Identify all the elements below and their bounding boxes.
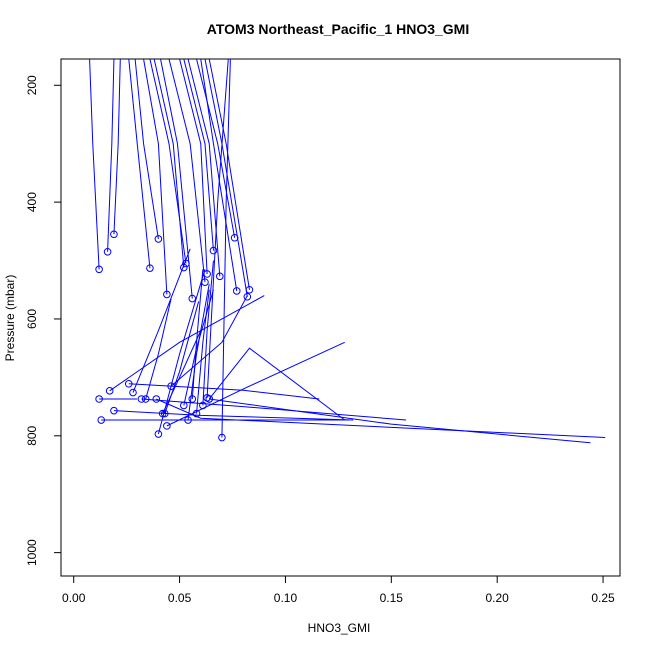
data-point: [95, 395, 103, 403]
data-point: [188, 395, 197, 403]
series-line: [141, 398, 407, 421]
series-line: [179, 59, 208, 275]
y-tick-label: 200: [25, 75, 39, 95]
x-tick-label: 0.10: [274, 591, 298, 605]
series-line: [145, 298, 172, 400]
y-axis: 200 400 600 800 1000: [25, 75, 62, 566]
x-tick-label: 0.15: [380, 591, 404, 605]
series-line: [170, 295, 248, 387]
data-point: [192, 409, 201, 418]
series-line: [196, 59, 236, 238]
data-point: [184, 416, 192, 424]
data-point: [124, 380, 133, 388]
data-point: [152, 395, 161, 403]
data-point: [110, 406, 118, 415]
y-tick-label: 800: [25, 425, 39, 445]
data-point: [188, 294, 197, 303]
y-tick-label: 600: [25, 309, 39, 329]
data-point: [154, 235, 163, 243]
series-line: [89, 59, 100, 270]
data-point: [209, 246, 218, 255]
data-point: [141, 395, 150, 403]
data-point: [137, 395, 146, 403]
series-line: [128, 59, 151, 269]
data-point: [180, 401, 188, 410]
series-line: [209, 398, 591, 444]
series-line: [107, 59, 115, 252]
data-point: [158, 409, 167, 418]
x-axis: 0.00 0.05 0.10 0.15 0.20 0.25: [62, 575, 615, 605]
y-axis-label: Pressure (mbar): [3, 275, 17, 362]
series-line: [206, 59, 229, 398]
data-point: [216, 272, 224, 281]
x-tick-label: 0.25: [591, 591, 615, 605]
series-line: [113, 59, 121, 235]
series-line: [128, 383, 320, 400]
data-point: [146, 264, 154, 272]
series-line: [208, 347, 346, 421]
series-line: [183, 59, 214, 251]
series-line: [196, 289, 210, 414]
series-line: [200, 59, 238, 291]
data-point: [199, 401, 207, 410]
series-line: [143, 59, 168, 295]
x-tick-label: 0.05: [168, 591, 192, 605]
series-line: [132, 248, 191, 393]
y-tick-label: 400: [25, 192, 39, 212]
data-point: [97, 416, 106, 424]
data-point: [103, 247, 112, 256]
x-tick-label: 0.00: [62, 591, 86, 605]
data-point: [160, 409, 169, 418]
series-line: [191, 269, 204, 400]
series-line: [168, 59, 206, 283]
series-line: [162, 330, 202, 414]
data-point: [129, 388, 137, 397]
data-point: [154, 430, 163, 438]
data-point: [232, 287, 241, 295]
x-axis-label: HNO3_GMI: [308, 621, 371, 635]
data-point: [167, 382, 175, 390]
data-point: [218, 433, 226, 442]
series-line: [166, 341, 345, 427]
series-layer: [89, 59, 606, 444]
data-point: [95, 265, 103, 274]
data-point: [243, 292, 252, 301]
series-line: [164, 301, 200, 414]
data-point: [110, 230, 118, 239]
series-line: [208, 59, 250, 290]
series-line: [221, 59, 231, 438]
x-tick-label: 0.20: [486, 591, 510, 605]
data-point: [163, 422, 171, 430]
series-line: [153, 59, 185, 268]
series-line: [134, 59, 159, 240]
series-line: [187, 283, 210, 421]
series-line: [160, 59, 193, 299]
y-tick-label: 1000: [25, 539, 39, 566]
data-point: [163, 290, 171, 299]
series-line: [113, 410, 354, 421]
series-line: [109, 295, 265, 392]
data-point: [105, 387, 114, 395]
chart-title: ATOM3 Northeast_Pacific_1 HNO3_GMI: [207, 21, 469, 37]
series-line: [202, 260, 214, 406]
data-point: [205, 395, 214, 403]
data-point: [245, 285, 254, 294]
